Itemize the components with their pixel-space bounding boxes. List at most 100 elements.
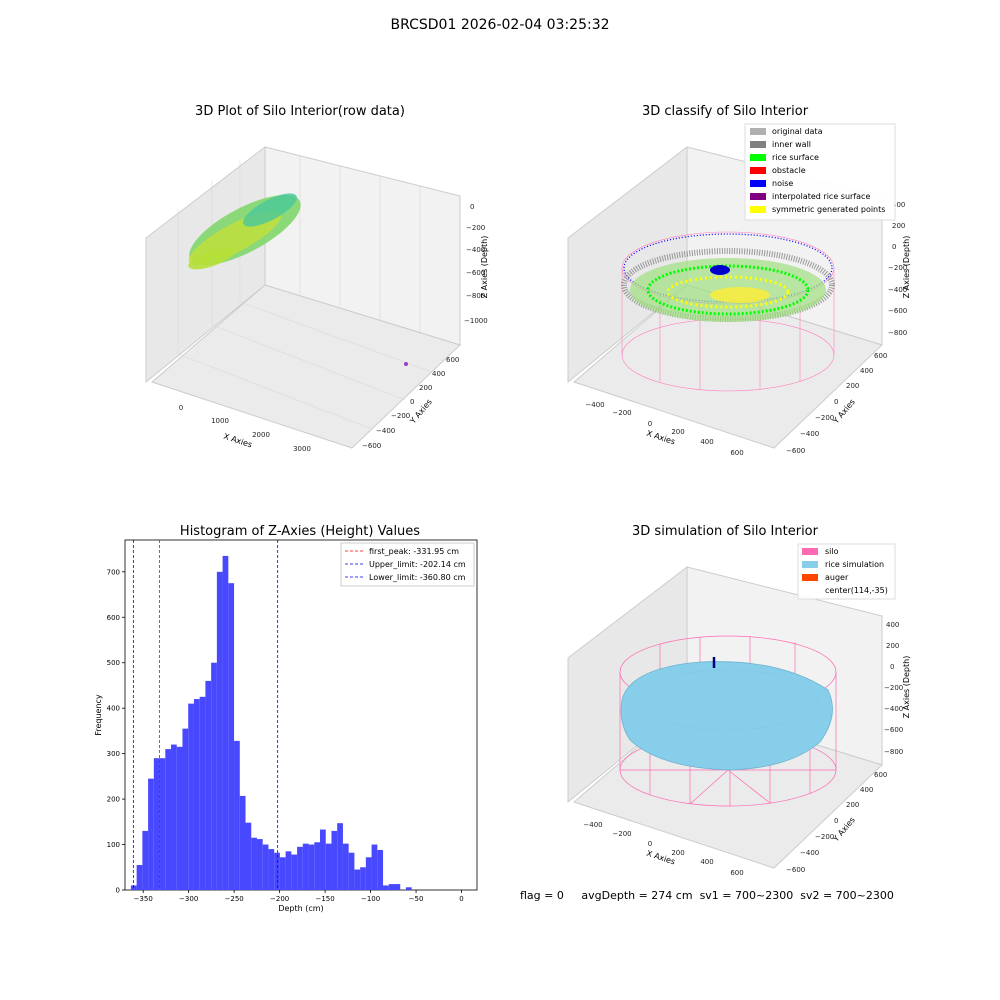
hist-bar [234, 740, 240, 890]
svg-text:−400: −400 [884, 705, 903, 713]
svg-text:200: 200 [886, 642, 899, 650]
hist-bar [365, 857, 372, 890]
svg-text:400: 400 [892, 201, 905, 209]
svg-text:−400: −400 [583, 821, 602, 829]
hist-xtick-label: −250 [225, 895, 244, 903]
svg-text:−600: −600 [786, 447, 805, 455]
hist-xtick-label: −350 [134, 895, 153, 903]
svg-text:−400: −400 [466, 246, 485, 254]
svg-text:600: 600 [874, 771, 887, 779]
panel4-legend: silo rice simulation auger center(114,-3… [797, 543, 896, 600]
svg-text:0: 0 [892, 243, 896, 251]
svg-text:−600: −600 [362, 442, 381, 450]
status-flag: flag = 0 [520, 889, 564, 902]
hist-bar [216, 571, 223, 890]
svg-text:auger: auger [825, 573, 849, 582]
status-sv2: sv2 = 700~2300 [800, 889, 894, 902]
svg-text:0: 0 [834, 817, 838, 825]
panel4-rice-surface [620, 657, 833, 771]
svg-text:−400: −400 [800, 849, 819, 857]
svg-text:400: 400 [860, 786, 873, 794]
svg-text:600: 600 [874, 352, 887, 360]
svg-text:0: 0 [834, 398, 838, 406]
hist-xtick-label: 0 [459, 895, 463, 903]
hist-legend: first_peak: -331.95 cm Upper_limit: -202.… [340, 542, 475, 587]
hist-legend-label: Upper_limit: -202.14 cm [369, 560, 466, 569]
panel2-zlabel: Z Axies (Depth) [902, 236, 911, 299]
svg-text:interpolated rice surface: interpolated rice surface [772, 192, 870, 201]
hist-legend-label: Lower_limit: -360.80 cm [369, 573, 466, 582]
hist-bar [371, 844, 378, 890]
hist-bar [325, 843, 332, 890]
svg-text:200: 200 [846, 801, 859, 809]
hist-bar [159, 758, 166, 890]
svg-text:silo: silo [825, 547, 839, 556]
svg-text:−200: −200 [884, 684, 903, 692]
svg-text:−600: −600 [466, 269, 485, 277]
hist-xtick-label: −200 [270, 895, 289, 903]
svg-text:200: 200 [892, 222, 905, 230]
hist-bar [188, 703, 194, 890]
hist-bar [148, 778, 154, 890]
hist-ytick-label: 500 [107, 659, 120, 667]
svg-text:−400: −400 [800, 430, 819, 438]
svg-text:0: 0 [470, 203, 474, 211]
svg-text:600: 600 [730, 869, 743, 877]
svg-text:0: 0 [890, 663, 894, 671]
svg-text:600: 600 [730, 449, 743, 457]
hist-xtick-label: −50 [409, 895, 424, 903]
svg-text:−200: −200 [466, 224, 485, 232]
hist-bar [274, 852, 280, 890]
hist-bar [331, 830, 338, 890]
svg-text:rice surface: rice surface [772, 153, 819, 162]
hist-bar [262, 844, 269, 890]
hist-bar [388, 884, 395, 890]
hist-bar [297, 846, 303, 890]
hist-bar [205, 680, 212, 890]
panel1-axes-panes [145, 145, 461, 449]
svg-text:−1000: −1000 [464, 317, 488, 325]
svg-text:−800: −800 [888, 329, 907, 337]
hist-ytick-label: 0 [116, 887, 120, 895]
hist-bar [268, 849, 275, 890]
hist-bar [279, 857, 286, 890]
svg-text:−400: −400 [585, 401, 604, 409]
hist-bar [314, 842, 321, 890]
svg-text:0: 0 [648, 420, 652, 428]
hist-bar [245, 822, 252, 890]
hist-bar [165, 749, 172, 890]
svg-text:−200: −200 [888, 264, 907, 272]
svg-text:rice simulation: rice simulation [825, 560, 884, 569]
panel2-legend: original data inner wall rice surface ob… [744, 123, 896, 221]
svg-text:−400: −400 [888, 286, 907, 294]
svg-text:center(114,-35): center(114,-35) [825, 586, 888, 595]
panel1-title: 3D Plot of Silo Interior(row data) [195, 104, 405, 119]
hist-bar [383, 885, 389, 890]
hist-ytick-label: 400 [107, 705, 120, 713]
hist-bar [228, 583, 235, 890]
hist-bar [176, 746, 183, 890]
svg-text:200: 200 [846, 382, 859, 390]
svg-text:0: 0 [410, 398, 414, 406]
svg-text:1000: 1000 [211, 417, 229, 425]
hist-bar [171, 744, 177, 890]
svg-text:400: 400 [700, 858, 713, 866]
svg-text:400: 400 [860, 367, 873, 375]
hist-bar [302, 843, 309, 890]
hist-bar [320, 829, 326, 890]
panel4-zlabel: Z Axies (Depth) [902, 656, 911, 719]
hist-bar [193, 699, 200, 890]
hist-title: Histogram of Z-Axies (Height) Values [179, 524, 421, 539]
hist-bar [354, 869, 361, 890]
hist-xtick-label: −100 [361, 895, 380, 903]
hist-ytick-label: 600 [107, 614, 120, 622]
svg-text:−800: −800 [884, 748, 903, 756]
panel2-title: 3D classify of Silo Interior [641, 104, 809, 119]
hist-bar [239, 795, 246, 890]
svg-text:noise: noise [772, 179, 793, 188]
hist-legend-label: first_peak: -331.95 cm [369, 547, 459, 556]
svg-text:600: 600 [446, 356, 459, 364]
